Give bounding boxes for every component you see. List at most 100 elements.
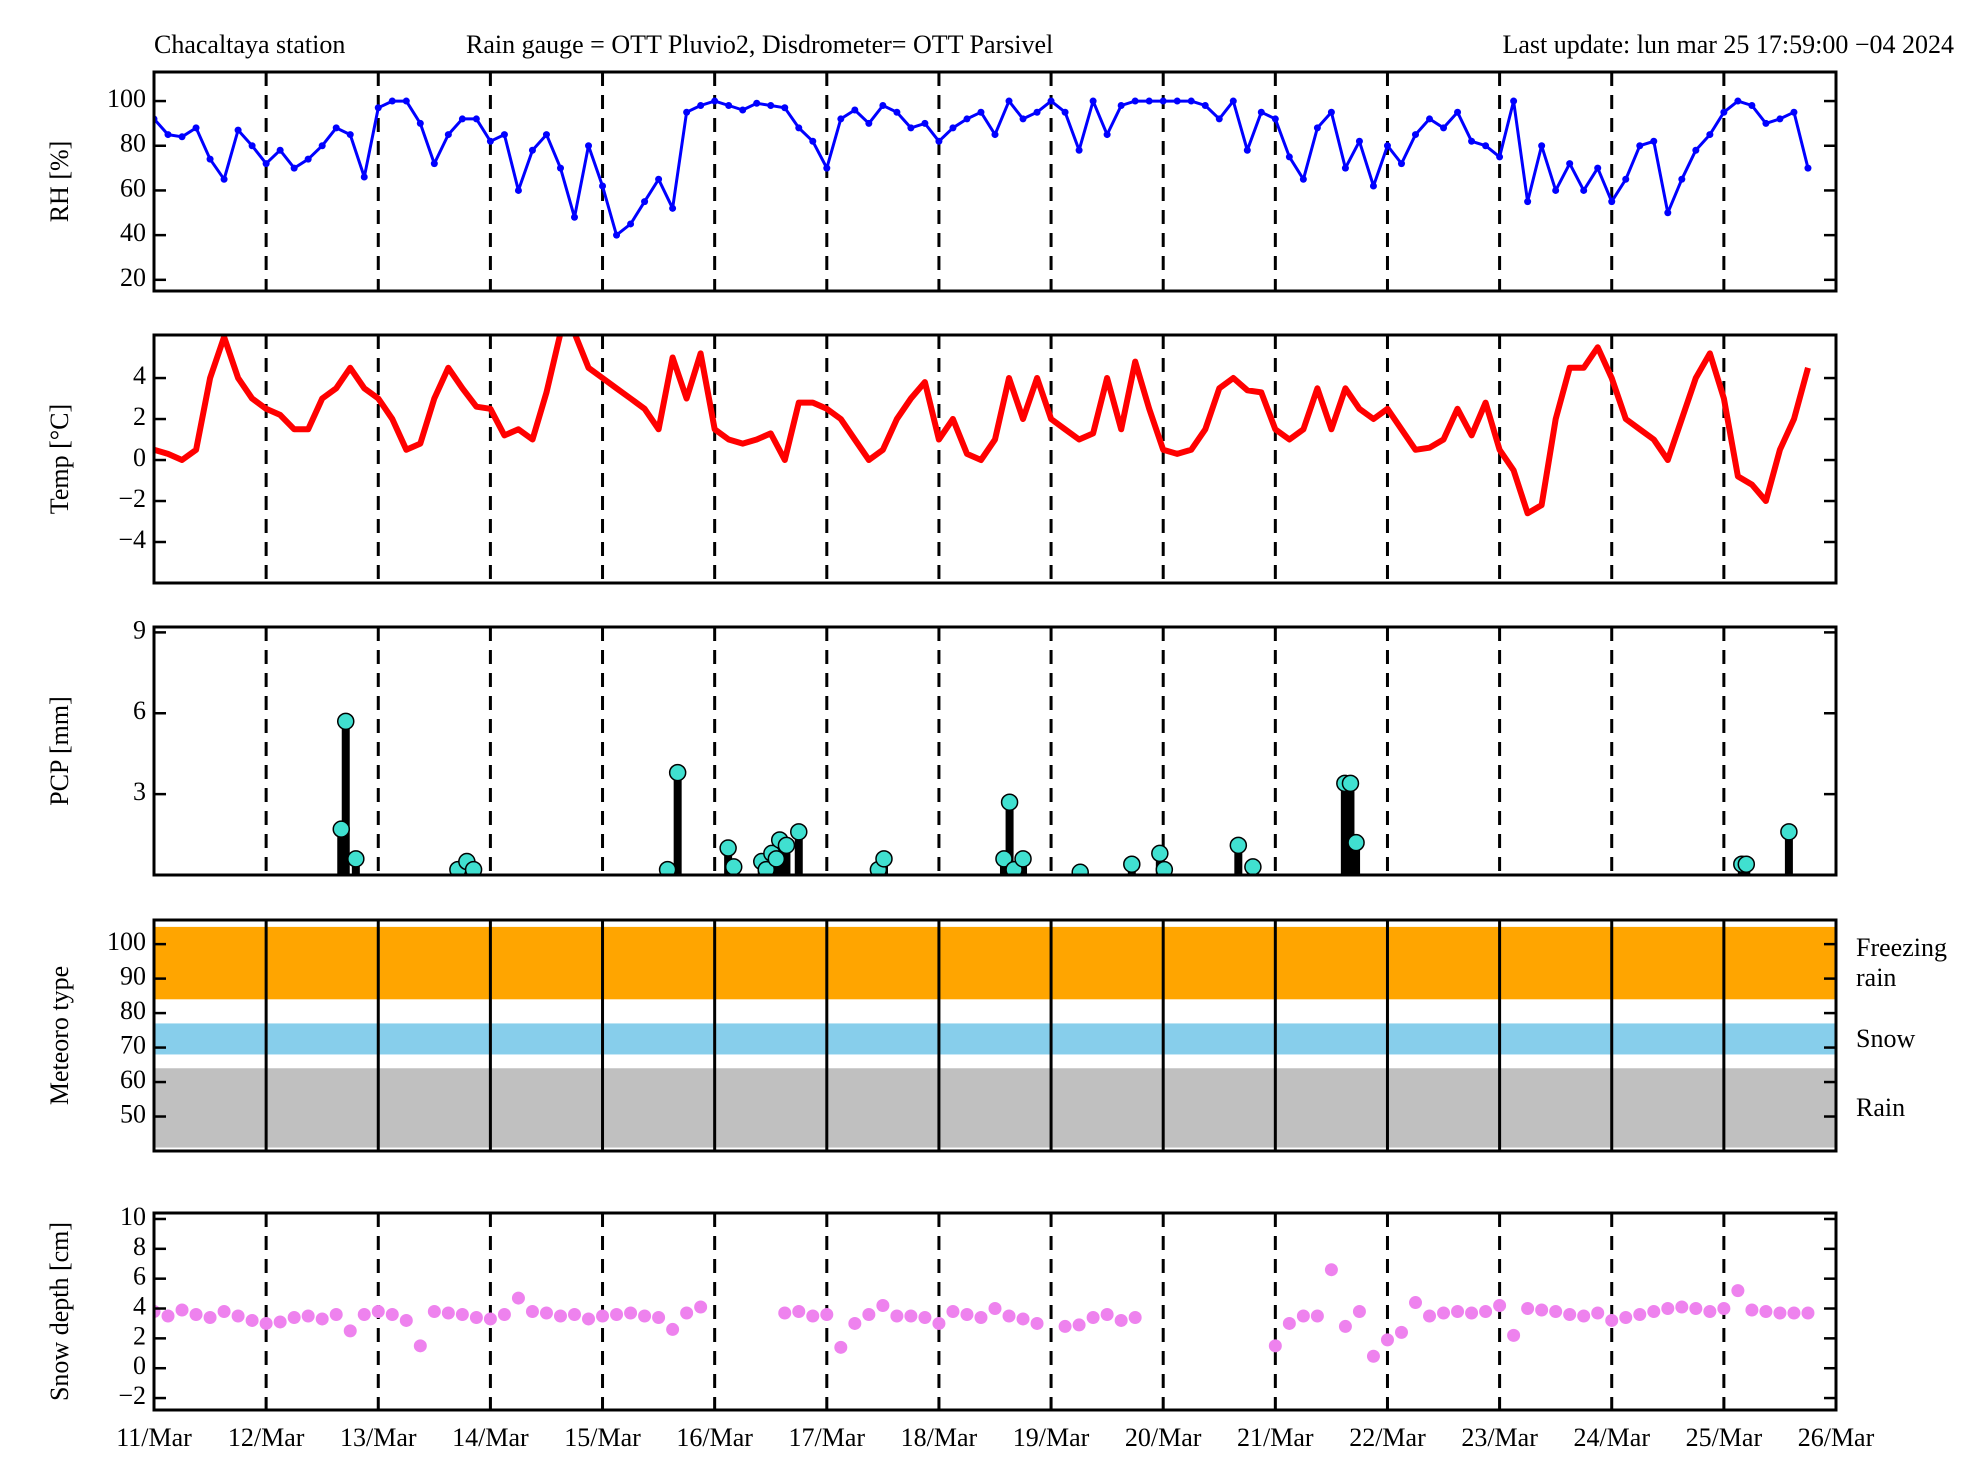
data-point — [1759, 1305, 1773, 1318]
data-point — [329, 1307, 343, 1321]
stem-marker — [1341, 774, 1360, 793]
stem-marker — [332, 820, 351, 838]
data-point — [1299, 175, 1307, 183]
x-tick-label: 22/Mar — [1349, 1423, 1426, 1452]
data-point — [935, 137, 943, 145]
data-point — [680, 1306, 694, 1320]
data-point — [683, 108, 691, 116]
data-point — [1366, 1349, 1380, 1363]
y-tick-label: 6 — [133, 696, 146, 725]
data-point — [430, 160, 438, 168]
header-instruments: Rain gauge = OTT Pluvio2, Disdrometer= O… — [466, 30, 1053, 59]
data-point — [1787, 1306, 1801, 1320]
data-point — [1762, 119, 1770, 127]
x-tick-label: 18/Mar — [901, 1423, 978, 1452]
data-point — [1804, 164, 1812, 172]
data-point — [262, 160, 270, 168]
data-point — [624, 1306, 638, 1320]
data-point — [641, 198, 649, 206]
data-point — [865, 119, 873, 127]
data-point — [234, 126, 242, 134]
data-point — [1773, 1306, 1787, 1320]
data-point — [360, 173, 368, 181]
y-tick-label: 40 — [120, 218, 146, 247]
data-point — [1426, 115, 1434, 123]
data-point — [1605, 1313, 1619, 1327]
band-label: Snow — [1856, 1023, 1916, 1053]
data-point — [528, 146, 536, 154]
y-tick-label: 9 — [133, 615, 146, 644]
band — [154, 1023, 1836, 1055]
data-point — [1310, 1309, 1324, 1323]
data-point — [669, 204, 677, 212]
panel — [154, 920, 1836, 1151]
y-tick-label: 2 — [133, 1321, 146, 1350]
data-point — [1159, 97, 1167, 105]
stem-marker — [668, 763, 687, 782]
x-tick-label: 11/Mar — [116, 1423, 192, 1452]
y-tick-label: 60 — [120, 173, 146, 202]
data-point — [1100, 1307, 1114, 1321]
data-point — [1271, 115, 1279, 123]
data-point — [1033, 108, 1041, 116]
data-point — [399, 1313, 413, 1327]
data-point — [1355, 137, 1363, 145]
data-point — [1394, 1325, 1408, 1339]
y-tick-label: 50 — [120, 1099, 146, 1128]
data-point — [472, 115, 480, 123]
data-point — [231, 1309, 245, 1323]
data-point — [753, 99, 761, 107]
data-point — [1675, 1300, 1689, 1314]
panel — [264, 627, 1798, 875]
data-point — [599, 182, 607, 190]
data-point — [1089, 97, 1097, 105]
data-point — [893, 108, 901, 116]
data-point — [1145, 97, 1153, 105]
data-point — [388, 97, 396, 105]
data-point — [357, 1307, 371, 1321]
x-tick-label: 24/Mar — [1573, 1423, 1650, 1452]
data-point — [1338, 1319, 1352, 1333]
data-point — [1647, 1305, 1661, 1318]
stem-marker — [875, 850, 893, 868]
data-point — [949, 124, 957, 132]
data-point — [444, 131, 452, 139]
y-tick-label: 4 — [133, 361, 146, 390]
data-point — [511, 1291, 525, 1305]
stem-marker — [1123, 855, 1141, 873]
data-point — [1633, 1307, 1647, 1321]
data-point — [806, 1309, 820, 1323]
data-point — [1510, 97, 1518, 105]
data-point — [1608, 198, 1616, 206]
x-tick-label: 12/Mar — [228, 1423, 305, 1452]
data-point — [1790, 108, 1798, 116]
data-point — [1229, 97, 1237, 105]
header-station: Chacaltaya station — [154, 30, 345, 59]
data-point — [767, 102, 775, 110]
data-point — [385, 1307, 399, 1321]
data-point — [458, 115, 466, 123]
data-point — [1650, 137, 1658, 145]
data-point — [1776, 115, 1784, 123]
data-point — [655, 175, 663, 183]
data-point — [1201, 102, 1209, 110]
data-point — [1524, 198, 1532, 206]
data-point — [1734, 97, 1742, 105]
data-point — [1678, 175, 1686, 183]
data-point — [1423, 1309, 1437, 1323]
data-point — [1493, 1299, 1507, 1313]
x-tick-label: 25/Mar — [1686, 1423, 1763, 1452]
y-tick-label: 90 — [120, 962, 146, 991]
panel — [154, 72, 1812, 291]
data-point — [697, 102, 705, 110]
data-point — [848, 1316, 862, 1330]
x-tick-label: 16/Mar — [676, 1423, 753, 1452]
stem-marker — [1155, 860, 1174, 875]
data-point — [946, 1305, 960, 1318]
data-point — [539, 1306, 553, 1320]
data-point — [500, 131, 508, 139]
data-point — [259, 1316, 273, 1330]
data-point — [1019, 115, 1027, 123]
data-point — [343, 1324, 357, 1338]
data-point — [203, 1310, 217, 1324]
